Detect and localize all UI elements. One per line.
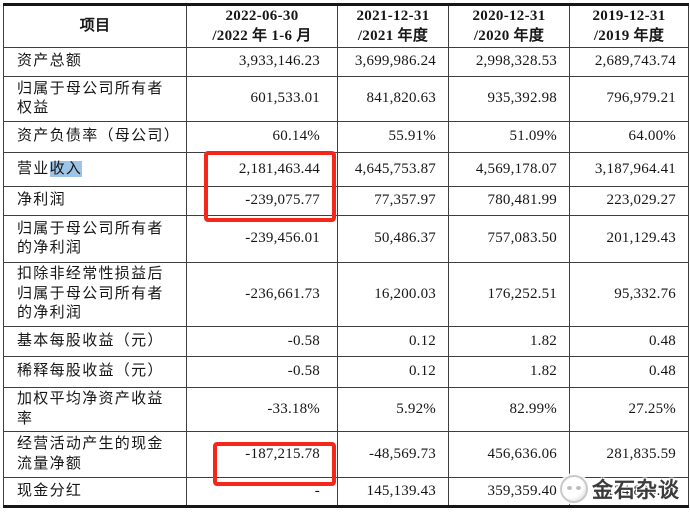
header-row: 项目 2022-06-30 /2022 年 1-6 月 2021-12-31 /…: [3, 4, 689, 48]
cell-value: 456,636.06: [448, 431, 570, 478]
cell-value: 780,481.99: [448, 186, 570, 216]
row-label: 资产负债率（母公司）: [3, 121, 187, 153]
row-label: 现金分红: [3, 477, 187, 507]
row-label: 资产总额: [3, 47, 187, 77]
cell-value: 16,200.03: [337, 262, 449, 327]
cell-value: -48,569.73: [337, 431, 449, 478]
cell-value: 0.12: [337, 356, 449, 388]
table-row: 稀释每股收益（元） -0.58 0.12 1.82 0.48: [3, 356, 689, 388]
financial-table-wrap: 项目 2022-06-30 /2022 年 1-6 月 2021-12-31 /…: [3, 3, 689, 508]
cell-value: 5.92%: [337, 387, 449, 432]
cell-value: 0.12: [337, 326, 449, 357]
cell-value: 27.25%: [569, 387, 689, 432]
header-2019: 2019-12-31 /2019 年度: [569, 4, 689, 48]
cell-value: 935,392.98: [448, 76, 570, 122]
cell-value: 359,359.40: [448, 477, 570, 507]
cell-value: -187,215.78: [186, 431, 338, 478]
watermark: 金石杂谈: [560, 474, 680, 504]
cell-value: 55.91%: [337, 121, 449, 153]
cell-value: 51.09%: [448, 121, 570, 153]
cell-value: -239,075.77: [186, 186, 338, 216]
cell-value: 841,820.63: [337, 76, 449, 122]
row-label: 归属于母公司所有者 权益: [3, 76, 187, 122]
financial-summary-table: 项目 2022-06-30 /2022 年 1-6 月 2021-12-31 /…: [3, 3, 689, 508]
cell-value: 176,252.51: [448, 262, 570, 327]
cell-value: 601,533.01: [186, 76, 338, 122]
table-row: 基本每股收益（元） -0.58 0.12 1.82 0.48: [3, 326, 689, 357]
row-label: 营业收入: [3, 152, 187, 187]
cell-value: -239,456.01: [186, 215, 338, 263]
cell-value: 4,569,178.07: [448, 152, 570, 187]
header-2020: 2020-12-31 /2020 年度: [448, 4, 570, 48]
row-label: 加权平均净资产收益 率: [3, 387, 187, 432]
table-row: 扣除非经常性损益后 归属于母公司所有者 的净利润 -236,661.73 16,…: [3, 262, 689, 327]
cell-value: 1.82: [448, 326, 570, 357]
table-row: 加权平均净资产收益 率 -33.18% 5.92% 82.99% 27.25%: [3, 387, 689, 432]
header-2022h1: 2022-06-30 /2022 年 1-6 月: [186, 4, 338, 48]
cell-value: 3,699,986.24: [337, 47, 449, 77]
table-row: 现金分红 - 145,139.43 359,359.40 124,800.00: [3, 477, 689, 507]
table-row: 经营活动产生的现金 流量净额 -187,215.78 -48,569.73 45…: [3, 431, 689, 478]
cell-value: 1.82: [448, 356, 570, 388]
table-row: 资产负债率（母公司） 60.14% 55.91% 51.09% 64.00%: [3, 121, 689, 153]
cell-value: 4,645,753.87: [337, 152, 449, 187]
header-item: 项目: [3, 4, 187, 48]
row-label: 扣除非经常性损益后 归属于母公司所有者 的净利润: [3, 262, 187, 327]
cell-value: 281,835.59: [569, 431, 689, 478]
watermark-logo-icon: [560, 475, 588, 503]
cell-value: 82.99%: [448, 387, 570, 432]
row-label: 净利润: [3, 186, 187, 216]
cell-value: 0.48: [569, 356, 689, 388]
row-label: 经营活动产生的现金 流量净额: [3, 431, 187, 478]
row-label-part: 营业: [17, 160, 50, 177]
cell-value: 60.14%: [186, 121, 338, 153]
cell-value: 145,139.43: [337, 477, 449, 507]
row-label: 稀释每股收益（元）: [3, 356, 187, 388]
cell-value: 3,933,146.23: [186, 47, 338, 77]
cell-value: 223,029.27: [569, 186, 689, 216]
table-row: 资产总额 3,933,146.23 3,699,986.24 2,998,328…: [3, 47, 689, 77]
watermark-text: 金石杂谈: [592, 478, 680, 502]
table-row: 归属于母公司所有者 的净利润 -239,456.01 50,486.37 757…: [3, 215, 689, 263]
cell-value: -0.58: [186, 326, 338, 357]
cell-value: 2,689,743.74: [569, 47, 689, 77]
cell-value: -236,661.73: [186, 262, 338, 327]
cell-value: 2,181,463.44: [186, 152, 338, 187]
header-2021: 2021-12-31 /2021 年度: [337, 4, 449, 48]
cell-value: 2,998,328.53: [448, 47, 570, 77]
row-label: 归属于母公司所有者 的净利润: [3, 215, 187, 263]
cell-value: 0.48: [569, 326, 689, 357]
table-row: 归属于母公司所有者 权益 601,533.01 841,820.63 935,3…: [3, 76, 689, 122]
cell-value: 77,357.97: [337, 186, 449, 216]
cell-value: 50,486.37: [337, 215, 449, 263]
row-label-highlighted: 收入: [49, 160, 83, 177]
row-label: 基本每股收益（元）: [3, 326, 187, 357]
cell-value: -33.18%: [186, 387, 338, 432]
cell-value: 64.00%: [569, 121, 689, 153]
cell-value: -: [186, 477, 338, 507]
cell-value: 757,083.50: [448, 215, 570, 263]
cell-value: 201,129.43: [569, 215, 689, 263]
cell-value: 796,979.21: [569, 76, 689, 122]
cell-value: -0.58: [186, 356, 338, 388]
cell-value: 95,332.76: [569, 262, 689, 327]
table-row: 净利润 -239,075.77 77,357.97 780,481.99 223…: [3, 186, 689, 216]
cell-value: 3,187,964.41: [569, 152, 689, 187]
cell-value: 124,800.00: [569, 477, 689, 507]
table-row-revenue: 营业收入 2,181,463.44 4,645,753.87 4,569,178…: [3, 152, 689, 187]
